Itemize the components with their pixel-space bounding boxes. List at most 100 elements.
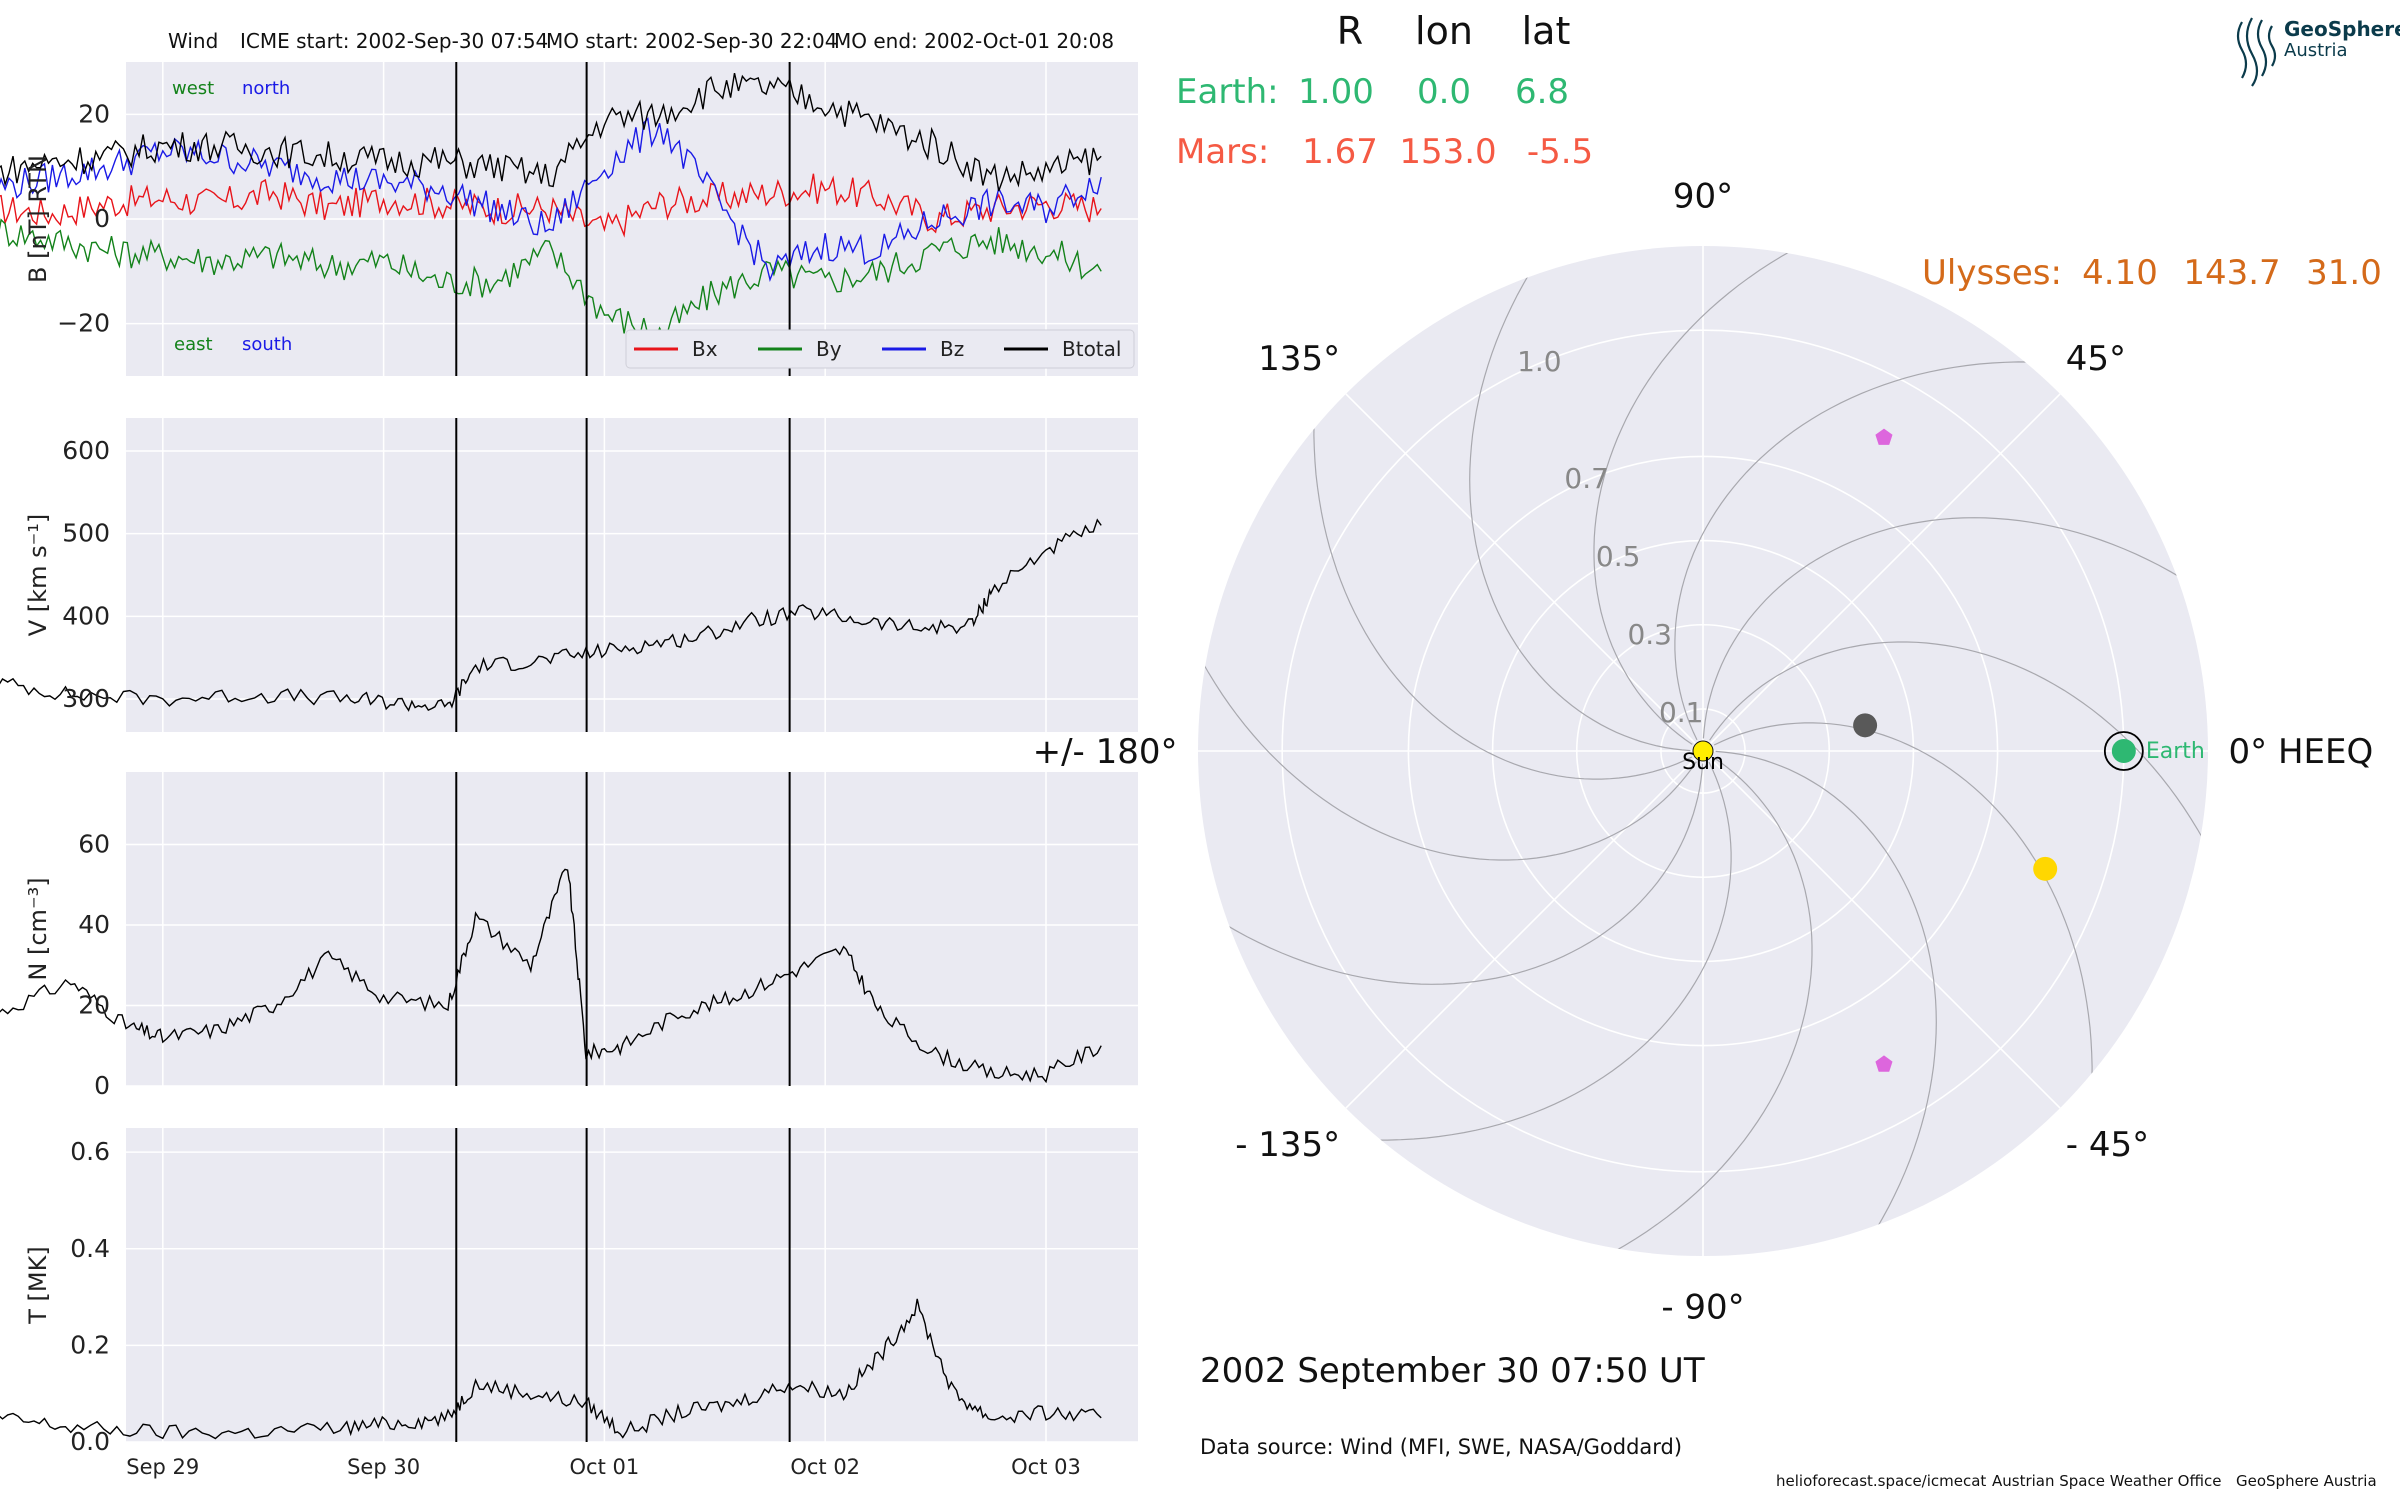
- angle-label-5: - 135°: [1235, 1125, 1340, 1165]
- logo-name: GeoSphere: [2284, 17, 2400, 41]
- y-ticks-t: 0.6 0.4 0.2 0.0: [70, 1137, 110, 1456]
- y-tick-label: 0: [94, 204, 110, 233]
- legend-box: [625, 329, 1135, 369]
- y-tick-label: 400: [62, 601, 110, 630]
- x-tick-label: Sep 29: [126, 1455, 199, 1479]
- header-mo-start: MO start: 2002-Sep-30 22:04: [546, 29, 838, 53]
- mars-r: 1.67: [1302, 132, 1378, 172]
- logo-mark-icon: [2236, 17, 2277, 87]
- col-header-r: R: [1337, 9, 1363, 53]
- logo-sub: Austria: [2284, 40, 2348, 61]
- footer-office: Austrian Space Weather Office: [1992, 1472, 2221, 1490]
- x-tick-label: Sep 30: [347, 1455, 420, 1479]
- y-tick-label: 0.6: [70, 1137, 110, 1166]
- y-tick-label: 500: [62, 519, 110, 548]
- mars-label: Mars:: [1176, 132, 1269, 172]
- earth-ring: [2103, 731, 2144, 771]
- panel-temperature: 0.6 0.4 0.2 0.0 T [MK]: [0, 1128, 1138, 1456]
- ulysses-lon: 143.7: [2183, 253, 2280, 293]
- angle-label-2: 90°: [1673, 177, 1733, 217]
- grid-t: [126, 1128, 1138, 1443]
- series-line-p1: [0, 518, 1102, 712]
- series-line-p2: [0, 868, 1102, 1084]
- x-tick-label: Oct 01: [570, 1455, 640, 1479]
- geosphere-logo: GeoSphere Austria: [2236, 17, 2400, 87]
- series-group-t: [0, 1298, 1102, 1440]
- panel-magnetic-field: 200−20 B [nT] RTN west north east south …: [0, 62, 1138, 376]
- panel-speed: 600 500 400 300 V [km s⁻¹]: [0, 418, 1138, 732]
- ulysses-r: 4.10: [2082, 253, 2158, 293]
- spiral-line-8: [1198, 279, 1697, 861]
- event-lines-n: [455, 772, 791, 1086]
- spiral-line-9: [1198, 620, 1704, 985]
- event-lines-v: [455, 418, 791, 732]
- angle-label-3: 135°: [1258, 339, 1340, 379]
- footer-org: GeoSphere Austria: [2236, 1472, 2377, 1490]
- series-group-v: [0, 518, 1102, 712]
- y-ticks-n: 60 40 20 0: [78, 829, 110, 1100]
- marker-planet-gold: [2033, 856, 2058, 881]
- earth-label: Earth:: [1176, 72, 1279, 112]
- spiral-line-5: [1593, 246, 2175, 745]
- spiral-line-3: [1702, 517, 2208, 882]
- angle-label-7: - 45°: [2066, 1125, 2149, 1165]
- y-tick-label: 0: [94, 1071, 110, 1100]
- marker-Earth: [2111, 739, 2136, 763]
- event-lines-b: [455, 62, 791, 376]
- header-icme-start: ICME start: 2002-Sep-30 07:54: [240, 29, 548, 53]
- y-tick-label: −20: [57, 309, 110, 338]
- header-spacecraft: Wind: [168, 29, 218, 53]
- earth-lon: 0.0: [1417, 72, 1471, 112]
- series-group-n: [0, 868, 1102, 1084]
- radial-tick-label-0: 0.1: [1659, 696, 1704, 729]
- spiral-line-0: [1572, 750, 1937, 1256]
- radial-tick-label-1: 0.3: [1627, 618, 1672, 651]
- radial-tick-label-4: 1.0: [1517, 345, 1562, 378]
- y-tick-label: 0.2: [70, 1330, 110, 1359]
- annotation-north: north: [242, 78, 290, 99]
- marker-probe-lower: [1875, 1055, 1893, 1072]
- x-tick-labels: Sep 29 Sep 30 Oct 01 Oct 02 Oct 03: [126, 1455, 1081, 1479]
- angular-gridline-1: [1702, 393, 2061, 752]
- sun-label: Sun: [1682, 750, 1724, 775]
- series-line-Bx: [0, 173, 1102, 238]
- annotation-west: west: [172, 78, 214, 99]
- x-tick-label: Oct 03: [1011, 1455, 1081, 1479]
- event-lines-t: [455, 1128, 791, 1442]
- spiral-line-11: [1231, 757, 1813, 1256]
- polar-plot: 0° HEEQ 45° 90° 135° +/- 180° - 135° - 90° - 45…: [1033, 177, 2374, 1328]
- y-tick-label: 0.4: [70, 1234, 110, 1263]
- earth-lat: 6.8: [1515, 72, 1569, 112]
- ulysses-label: Ulysses:: [1922, 253, 2062, 293]
- footer-site: helioforecast.space/icmecat: [1776, 1472, 1986, 1490]
- radial-tick-label-3: 0.7: [1564, 462, 1609, 495]
- mars-lat: -5.5: [1527, 132, 1593, 172]
- annotation-east: east: [174, 334, 213, 355]
- timestamp: 2002 September 30 07:50 UT: [1200, 1351, 1705, 1391]
- marker-planet-grey: [1853, 713, 1878, 738]
- timeseries-header: Wind ICME start: 2002-Sep-30 07:54 MO st…: [168, 29, 1114, 53]
- data-source: Data source: Wind (MFI, SWE, NASA/Goddar…: [1200, 1435, 1682, 1459]
- y-tick-label: 40: [78, 910, 110, 939]
- marker-sun: [1692, 740, 1714, 762]
- annotation-south: south: [242, 334, 292, 355]
- angular-gridline-7: [1702, 750, 2061, 1109]
- col-header-lon: lon: [1415, 9, 1473, 53]
- body-markers: Sun Earth: [1682, 428, 2205, 1072]
- y-ticks-v: 600 500 400 300: [62, 436, 110, 713]
- series-line-p3: [0, 1298, 1102, 1440]
- legend-label-bz: Bz: [940, 337, 964, 361]
- y-axis-label-n: N [cm⁻³]: [24, 877, 52, 980]
- panel-density: 60 40 20 0 N [cm⁻³]: [0, 772, 1138, 1100]
- y-tick-label: 20: [78, 99, 110, 128]
- y-tick-label: 60: [78, 829, 110, 858]
- angular-gridline-3: [1345, 393, 1704, 752]
- series-group-b: [0, 72, 1102, 340]
- legend-label-by: By: [816, 337, 842, 361]
- grid-n: [126, 772, 1138, 1087]
- earth-marker-label: Earth: [2146, 739, 2205, 764]
- col-header-lat: lat: [1522, 9, 1571, 53]
- grid-b: [126, 62, 1138, 376]
- angle-labels: 0° HEEQ 45° 90° 135° +/- 180° - 135° - 90° - 45…: [1033, 177, 2374, 1328]
